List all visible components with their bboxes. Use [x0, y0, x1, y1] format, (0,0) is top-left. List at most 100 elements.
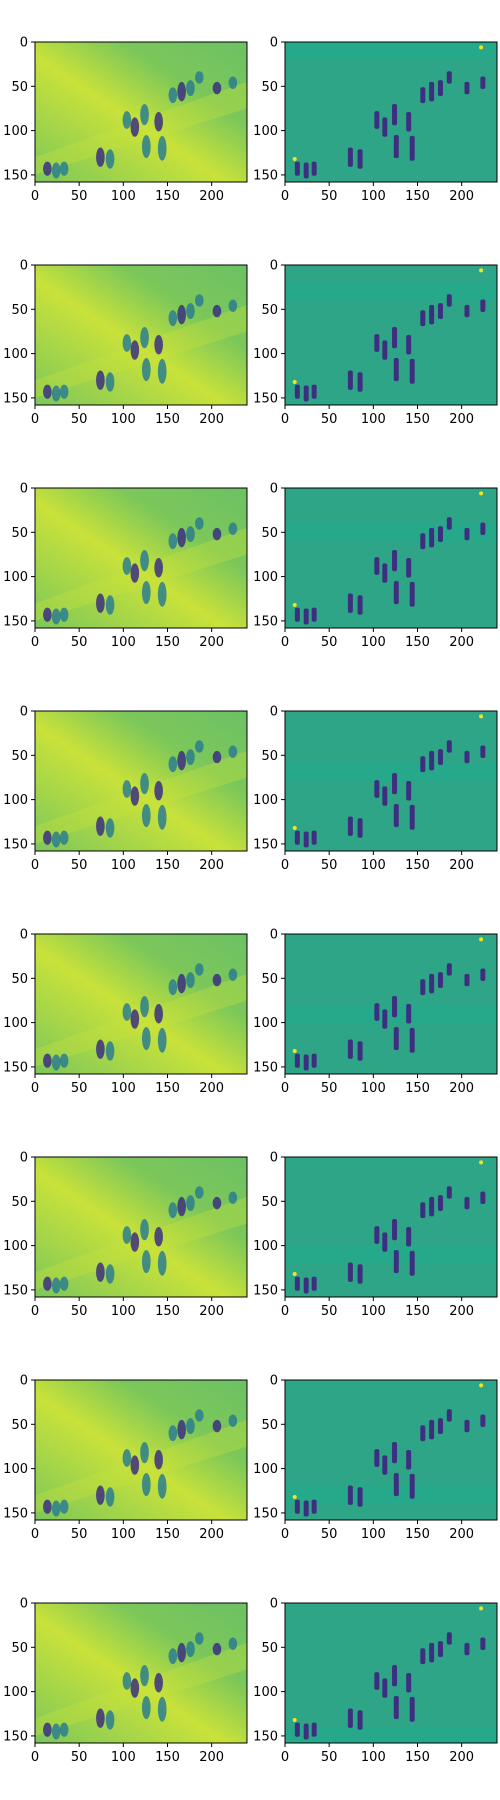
heatmap-blob: [194, 71, 204, 84]
heatmap-blob: [168, 1648, 178, 1665]
x-tick-label: 200: [449, 635, 474, 650]
heatmap-panel-reconstruction-row-8: 0 50 100 150 200 0 50 100 150: [3, 1597, 248, 1765]
heatmap-blob: [140, 550, 149, 572]
heatmap-figure: [294, 1276, 300, 1291]
x-tick-label: 150: [405, 1304, 430, 1319]
heatmap-figure: [437, 303, 443, 320]
y-tick-label: 0: [270, 1597, 278, 1612]
heatmap-figure: [406, 781, 412, 801]
heatmap-blob: [177, 1196, 186, 1217]
heatmap-blob: [59, 1053, 69, 1068]
x-tick-label: 0: [31, 858, 39, 873]
axes-frame: [284, 710, 498, 852]
heatmap-blob: [51, 608, 61, 625]
x-tick-label: 150: [405, 635, 430, 650]
heatmap-figure: [303, 608, 309, 625]
heatmap-blob: [59, 1722, 69, 1737]
y-tick-label: 50: [261, 1641, 278, 1656]
heatmap-highlight-band: [35, 527, 247, 621]
heatmap-figure: [420, 87, 426, 104]
heatmap-blob: [51, 1054, 61, 1071]
heatmap-blob: [154, 112, 163, 132]
heatmap-highlight-point: [479, 1606, 484, 1611]
heatmap-blob: [154, 1673, 163, 1693]
heatmap-highlight-point: [479, 1160, 484, 1165]
y-tick-label: 150: [253, 837, 278, 852]
heatmap-blob: [59, 607, 69, 622]
heatmap-blob: [228, 745, 238, 758]
y-tick-label: 150: [253, 1283, 278, 1298]
x-tick-label: 50: [321, 1750, 338, 1765]
heatmap-panel-difference-row-2: 0 50 100 150 200 0 50 100 150: [253, 259, 498, 427]
heatmap-blob: [96, 370, 105, 390]
heatmap-blob: [186, 1195, 195, 1212]
heatmap-blob: [157, 1473, 167, 1499]
y-tick-label: 50: [11, 1418, 28, 1433]
heatmap-blob: [228, 299, 238, 312]
heatmap-highlight-point: [292, 379, 297, 384]
heatmap-blob: [105, 1264, 115, 1284]
heatmap-figure: [347, 1708, 353, 1728]
heatmap-blob: [177, 81, 186, 102]
heatmap-figure: [374, 111, 380, 129]
y-tick-label: 50: [11, 526, 28, 541]
heatmap-panel-difference-row-8: 0 50 100 150 200 0 50 100 150: [253, 1597, 498, 1765]
heatmap-figure: [393, 135, 399, 159]
x-tick-label: 100: [361, 1081, 386, 1096]
x-tick-label: 200: [199, 635, 224, 650]
heatmap-blob: [59, 1499, 69, 1514]
heatmap-figure: [382, 1678, 388, 1698]
heatmap-figure: [406, 1450, 412, 1470]
x-tick-label: 0: [281, 635, 289, 650]
heatmap-blob: [194, 963, 204, 976]
heatmap-highlight-band: [35, 750, 247, 844]
heatmap-panel-difference-row-5: 0 50 100 150 200 0 50 100 150: [253, 928, 498, 1096]
heatmap-highlight-point: [292, 825, 297, 830]
y-tick-label: 150: [3, 837, 28, 852]
heatmap-highlight-band: [35, 81, 247, 175]
x-tick-label: 150: [405, 1081, 430, 1096]
x-tick-label: 200: [449, 1081, 474, 1096]
y-tick-label: 100: [253, 347, 278, 362]
y-tick-label: 150: [3, 1729, 28, 1744]
heatmap-blob: [51, 162, 61, 179]
heatmap-masked-band: [285, 42, 497, 60]
heatmap-figure: [357, 1041, 363, 1061]
heatmap-blob: [168, 756, 178, 773]
y-tick-label: 0: [20, 705, 28, 720]
heatmap-blob: [96, 593, 105, 613]
heatmap-figure: [382, 1455, 388, 1475]
heatmap-blob: [130, 786, 140, 806]
heatmap-panel-reconstruction-row-1: 0 50 100 150 200 0 50 100 150: [3, 36, 248, 204]
heatmap-blob: [96, 816, 105, 836]
heatmap-figure: [420, 533, 426, 550]
x-tick-label: 200: [199, 1081, 224, 1096]
heatmap-blob: [186, 972, 195, 989]
axes-frame: [284, 41, 498, 183]
heatmap-blob: [105, 372, 115, 392]
heatmap-blob: [59, 384, 69, 399]
heatmap-blob: [157, 1250, 167, 1276]
heatmap-figure: [437, 80, 443, 97]
heatmap-figure: [392, 104, 398, 126]
x-tick-label: 100: [111, 1081, 136, 1096]
y-tick-label: 0: [20, 482, 28, 497]
heatmap-figure: [311, 1053, 317, 1068]
heatmap-blob: [96, 1708, 105, 1728]
heatmap-blob: [130, 117, 140, 137]
y-tick-label: 100: [3, 1016, 28, 1031]
y-tick-label: 50: [11, 303, 28, 318]
heatmap-blob: [228, 968, 238, 981]
heatmap-figure: [446, 71, 452, 84]
x-tick-label: 200: [199, 1750, 224, 1765]
heatmap-blob: [59, 830, 69, 845]
x-tick-label: 0: [31, 1304, 39, 1319]
y-tick-label: 100: [253, 1239, 278, 1254]
heatmap-blob: [228, 522, 238, 535]
heatmap-figure: [311, 161, 317, 176]
x-tick-label: 200: [199, 189, 224, 204]
heatmap-figure: [409, 1696, 415, 1722]
heatmap-figure: [382, 340, 388, 360]
heatmap-blob: [141, 1250, 151, 1274]
heatmap-blob: [154, 1227, 163, 1247]
